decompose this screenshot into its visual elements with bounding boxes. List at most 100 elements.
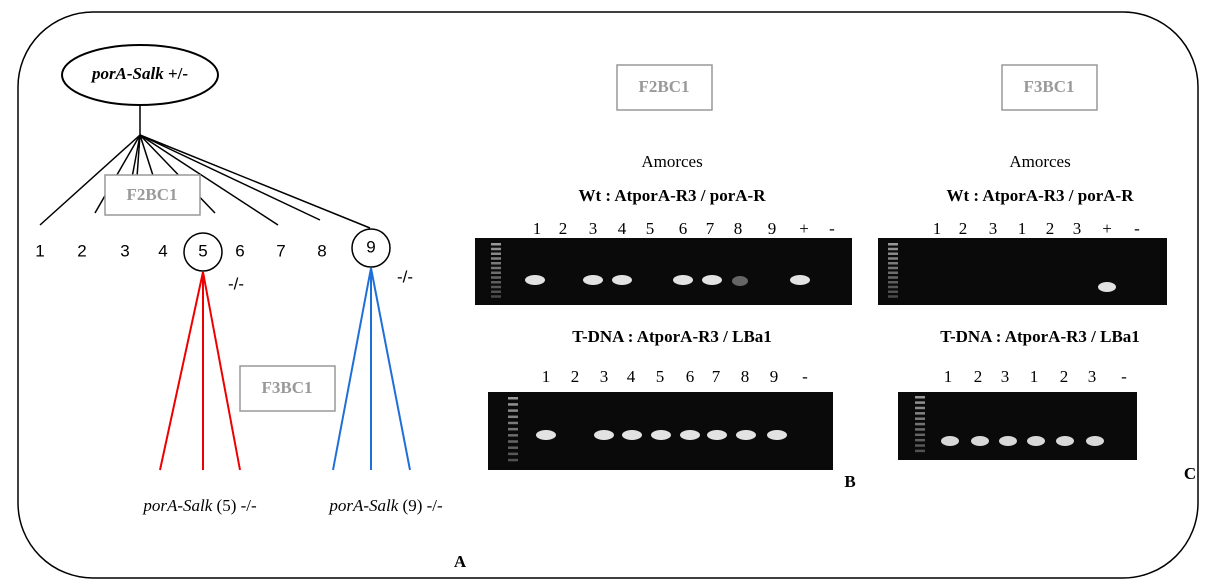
ladder-band — [888, 281, 898, 284]
root-name: porA-Salk — [90, 64, 164, 83]
ladder-band — [491, 290, 501, 293]
gel-title: Wt : AtporA-R3 / porA-R — [579, 186, 767, 205]
ladder-band — [888, 257, 898, 260]
ladder-band — [888, 276, 898, 279]
ladder-band — [888, 243, 898, 246]
ladder-band — [508, 403, 518, 406]
lane-label: 2 — [1046, 219, 1055, 238]
gel-title: Wt : AtporA-R3 / porA-R — [947, 186, 1135, 205]
selected-circle — [183, 232, 223, 272]
panel-label: A — [454, 552, 467, 571]
lane-label: 2 — [571, 367, 580, 386]
ladder-band — [491, 243, 501, 246]
lane-label: 1 — [1018, 219, 1027, 238]
lane-label: + — [799, 219, 809, 238]
lane-label: 8 — [734, 219, 743, 238]
lane-label: 7 — [712, 367, 721, 386]
ladder-band — [491, 281, 501, 284]
plant-number: 8 — [317, 241, 326, 260]
plant-number: 1 — [35, 241, 44, 260]
lane-label: - — [802, 367, 808, 386]
progeny-genotype: -/- — [427, 496, 443, 515]
genotype: -/- — [397, 267, 413, 286]
gel — [878, 238, 1167, 305]
lane-label: 4 — [618, 219, 627, 238]
lane-label: 2 — [974, 367, 983, 386]
ladder-band — [508, 446, 518, 449]
ladder-band — [491, 271, 501, 274]
root-node — [61, 44, 219, 106]
lane-label: 2 — [559, 219, 568, 238]
ladder-band — [508, 415, 518, 419]
lane-label: 4 — [627, 367, 636, 386]
progeny-name: porA-Salk — [142, 496, 212, 515]
lane-label: 3 — [989, 219, 998, 238]
lane-label: 6 — [679, 219, 688, 238]
ladder-band — [508, 409, 518, 412]
progeny-id: (5) — [217, 496, 237, 515]
ladder-band — [915, 401, 925, 404]
lane-label: 2 — [959, 219, 968, 238]
ladder-band — [491, 247, 501, 251]
ladder-band — [915, 412, 925, 415]
progeny-name: porA-Salk — [328, 496, 398, 515]
band — [732, 276, 748, 286]
ladder-band — [915, 422, 925, 426]
primers-title: Amorces — [641, 152, 702, 171]
lane-label: 3 — [600, 367, 609, 386]
lane-label: 1 — [933, 219, 942, 238]
lane-label: + — [1102, 219, 1112, 238]
band — [680, 430, 700, 440]
lane-label: 3 — [1073, 219, 1082, 238]
ladder-band — [491, 262, 501, 265]
ladder-band — [491, 266, 501, 270]
branch — [94, 134, 141, 214]
genotype: -/- — [228, 274, 244, 293]
plant-number: 6 — [235, 241, 244, 260]
ladder-band — [915, 417, 925, 420]
ladder-band — [915, 396, 925, 399]
gel-bands — [491, 243, 1116, 462]
lane-label: 3 — [1088, 367, 1097, 386]
band — [1086, 436, 1104, 446]
band — [673, 275, 693, 285]
ladder-band — [508, 440, 518, 443]
progeny-lines — [332, 267, 411, 471]
f2-box-label: F2BC1 — [127, 185, 178, 204]
band — [736, 430, 756, 440]
lane-label: 6 — [686, 367, 695, 386]
ladder-band — [915, 428, 925, 431]
ladder-band — [888, 247, 898, 251]
band — [612, 275, 632, 285]
lane-label: 3 — [589, 219, 598, 238]
band — [651, 430, 671, 440]
band — [1027, 436, 1045, 446]
gel-title: T-DNA : AtporA-R3 / LBa1 — [940, 327, 1140, 346]
pedigree-lines — [39, 105, 371, 229]
lane-label: 1 — [542, 367, 551, 386]
f3-box-label: F3BC1 — [262, 378, 313, 397]
plant-number: 2 — [77, 241, 86, 260]
ladder-band — [915, 433, 925, 437]
progeny-label: porA-Salk (9) -/- — [328, 496, 443, 515]
ladder-band — [888, 285, 898, 289]
branch — [139, 134, 216, 214]
lane-label: - — [829, 219, 835, 238]
gel-title: T-DNA : AtporA-R3 / LBa1 — [572, 327, 772, 346]
lane-label: 8 — [741, 367, 750, 386]
plant-number: 3 — [120, 241, 129, 260]
lane-label: 1 — [1030, 367, 1039, 386]
branch — [139, 134, 279, 226]
band — [941, 436, 959, 446]
lane-label: 2 — [1060, 367, 1069, 386]
ladder-band — [888, 271, 898, 274]
ladder-band — [491, 295, 501, 298]
root-genotype: +/- — [168, 64, 188, 83]
ladder-band — [491, 252, 501, 255]
progeny-genotype: -/- — [241, 496, 257, 515]
panel-label: B — [844, 472, 855, 491]
f3-box — [239, 365, 336, 412]
ladder-band — [508, 434, 518, 437]
ladder-band — [888, 262, 898, 265]
